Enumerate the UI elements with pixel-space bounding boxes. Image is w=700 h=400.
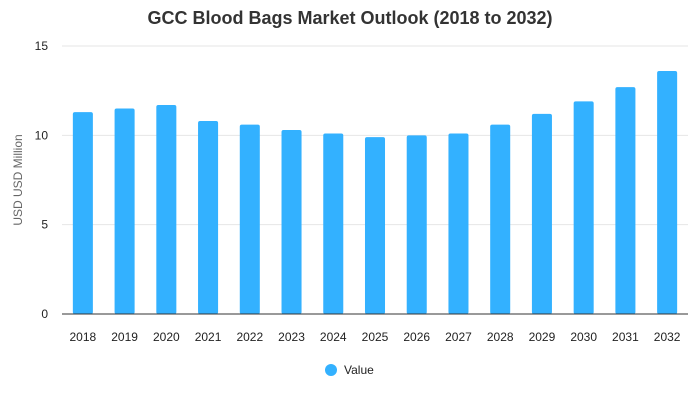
bar-2027	[448, 133, 469, 314]
x-tick-label: 2030	[570, 330, 597, 344]
y-tick-label: 15	[35, 39, 49, 53]
legend-label-value: Value	[344, 363, 374, 377]
y-tick-label: 10	[35, 128, 49, 142]
bar-2019	[114, 108, 135, 315]
bar-2021	[198, 121, 219, 314]
bars	[72, 71, 678, 315]
bar-2029	[531, 113, 552, 314]
x-tick-label: 2024	[320, 330, 347, 344]
bar-2020	[156, 104, 177, 315]
y-tick-label: 0	[41, 307, 48, 321]
x-tick-label: 2025	[362, 330, 389, 344]
bar-2031	[615, 87, 636, 315]
x-tick-label: 2032	[654, 330, 681, 344]
bar-2032	[657, 71, 678, 314]
chart-title: GCC Blood Bags Market Outlook (2018 to 2…	[147, 8, 553, 28]
bar-2025	[364, 137, 386, 314]
bar-2018	[72, 112, 93, 315]
y-tick-label: 5	[41, 218, 48, 232]
x-tick-label: 2021	[195, 330, 222, 344]
y-axis-title: USD USD Million	[11, 134, 25, 225]
legend-swatch-value	[325, 364, 337, 376]
bar-2026	[406, 135, 427, 314]
x-tick-label: 2020	[153, 330, 180, 344]
bar-2023	[281, 129, 302, 314]
x-tick-label: 2028	[487, 330, 514, 344]
bar-2028	[490, 124, 511, 314]
legend[interactable]: Value	[325, 363, 374, 377]
bar-2030	[573, 101, 594, 315]
x-tick-label: 2031	[612, 330, 639, 344]
x-tick-label: 2023	[278, 330, 305, 344]
x-tick-label: 2022	[236, 330, 263, 344]
bar-2022	[239, 124, 260, 314]
x-tick-label: 2027	[445, 330, 472, 344]
bar-2024	[323, 133, 344, 314]
axes: 0 5 10 15 2018 2019 2020 2021 2022 2023 2024 2025 20…	[35, 39, 688, 344]
x-tick-label: 2029	[529, 330, 556, 344]
x-tick-label: 2026	[403, 330, 430, 344]
x-tick-label: 2019	[111, 330, 138, 344]
x-tick-label: 2018	[70, 330, 97, 344]
